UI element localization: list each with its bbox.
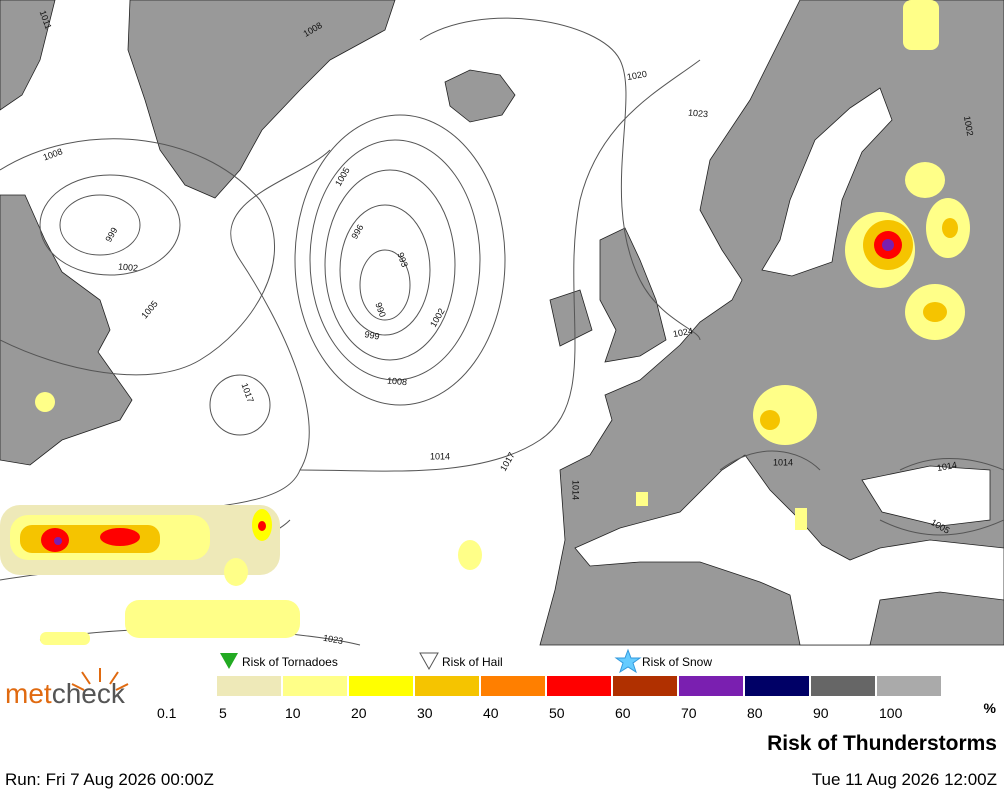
isobar-label: 1002 xyxy=(118,262,139,274)
color-scale: 0.1 5 10 20 30 40 50 60 70 80 90 100 xyxy=(157,676,941,721)
logo: metcheck xyxy=(5,668,129,709)
risk-area xyxy=(224,558,248,586)
scale-box xyxy=(547,676,611,696)
scale-box xyxy=(283,676,347,696)
isobar xyxy=(39,174,181,276)
scale-box xyxy=(811,676,875,696)
ray xyxy=(115,683,129,691)
ray xyxy=(71,683,85,691)
scale-label: 30 xyxy=(417,705,433,721)
isobar-label: 1014 xyxy=(773,457,793,467)
thunderstorm-risk xyxy=(0,0,970,645)
risk-area xyxy=(40,632,90,645)
isobar xyxy=(324,169,456,361)
isobar xyxy=(309,139,481,381)
title: Risk of Thunderstorms xyxy=(767,732,997,755)
valid-time: Tue 11 Aug 2026 12:00Z xyxy=(812,770,997,789)
risk-area xyxy=(258,521,266,531)
ray xyxy=(109,671,119,685)
risk-area xyxy=(942,218,958,238)
ray xyxy=(81,671,91,685)
isobar xyxy=(339,204,431,336)
scale-box xyxy=(217,676,281,696)
isobar-label: 990 xyxy=(373,301,388,319)
logo-sun xyxy=(71,668,129,691)
isobar xyxy=(419,17,701,341)
risk-area xyxy=(923,302,947,322)
isobar-label: 1014 xyxy=(571,480,581,500)
scale-box xyxy=(481,676,545,696)
scale-label: 40 xyxy=(483,705,499,721)
risk-area xyxy=(458,540,482,570)
scale-label: 90 xyxy=(813,705,829,721)
scale-box xyxy=(613,676,677,696)
isobar xyxy=(294,114,506,406)
isobar xyxy=(59,194,141,256)
mediterranean-sea xyxy=(574,454,1004,646)
legend-marker-label: Risk of Tornadoes xyxy=(242,655,338,669)
baltic-sea xyxy=(761,87,893,277)
snow-icon xyxy=(614,648,642,674)
isobar-label: 1014 xyxy=(936,460,957,473)
scale-label: 70 xyxy=(681,705,697,721)
land xyxy=(549,289,593,347)
scale-label: 60 xyxy=(615,705,631,721)
hail-icon xyxy=(419,652,439,671)
scale-label: 0.1 xyxy=(157,705,177,721)
risk-area xyxy=(125,600,300,638)
run-time: Run: Fri 7 Aug 2026 00:00Z xyxy=(5,770,214,789)
scale-label: 100 xyxy=(879,705,903,721)
scale-box xyxy=(745,676,809,696)
land xyxy=(0,0,56,111)
scale-label: 5 xyxy=(219,705,227,721)
isobar xyxy=(299,59,701,472)
scale-label: 80 xyxy=(747,705,763,721)
risk-area xyxy=(636,492,648,506)
scale-label: 50 xyxy=(549,705,565,721)
risk-area xyxy=(905,162,945,198)
scale-label: 20 xyxy=(351,705,367,721)
isobar-label: 993 xyxy=(395,251,410,269)
isobar xyxy=(0,138,276,376)
isobar xyxy=(359,249,411,321)
isobar-label: 1014 xyxy=(430,451,450,461)
risk-area xyxy=(54,537,62,545)
legend: Risk of Tornadoes Risk of Hail Risk of S… xyxy=(157,648,997,721)
isobar xyxy=(209,374,271,436)
scale-label: 10 xyxy=(285,705,301,721)
risk-area xyxy=(882,239,894,251)
risk-area xyxy=(100,528,140,546)
risk-area xyxy=(903,0,939,50)
isobar-label: 999 xyxy=(364,329,381,341)
risk-area xyxy=(753,385,817,445)
isobar-label: 1023 xyxy=(688,108,709,120)
logo-text: metcheck xyxy=(5,678,126,709)
unit: % xyxy=(984,700,997,716)
isobar-label: 1020 xyxy=(626,69,647,82)
tornado-icon xyxy=(220,653,238,669)
legend-marker-label: Risk of Snow xyxy=(642,655,712,669)
scale-box xyxy=(679,676,743,696)
isobar-label: 1008 xyxy=(387,376,408,388)
scale-box xyxy=(877,676,941,696)
isobar-label: 1024 xyxy=(672,326,693,339)
legend-marker-label: Risk of Hail xyxy=(442,655,503,669)
scale-box xyxy=(349,676,413,696)
land xyxy=(444,69,516,123)
scale-box xyxy=(415,676,479,696)
land xyxy=(127,0,396,199)
map: 1011100899910021005100810059969939909991… xyxy=(0,0,1004,646)
risk-area xyxy=(795,508,807,530)
isobar-label: 1023 xyxy=(322,633,343,646)
isobar-label: 1002 xyxy=(962,115,975,136)
logo-check: check xyxy=(52,678,126,709)
risk-area xyxy=(760,410,780,430)
land xyxy=(599,227,667,363)
risk-area xyxy=(35,392,55,412)
land xyxy=(0,194,133,466)
logo-met: met xyxy=(5,678,52,709)
black-sea xyxy=(861,465,991,527)
isobar xyxy=(719,450,1004,536)
